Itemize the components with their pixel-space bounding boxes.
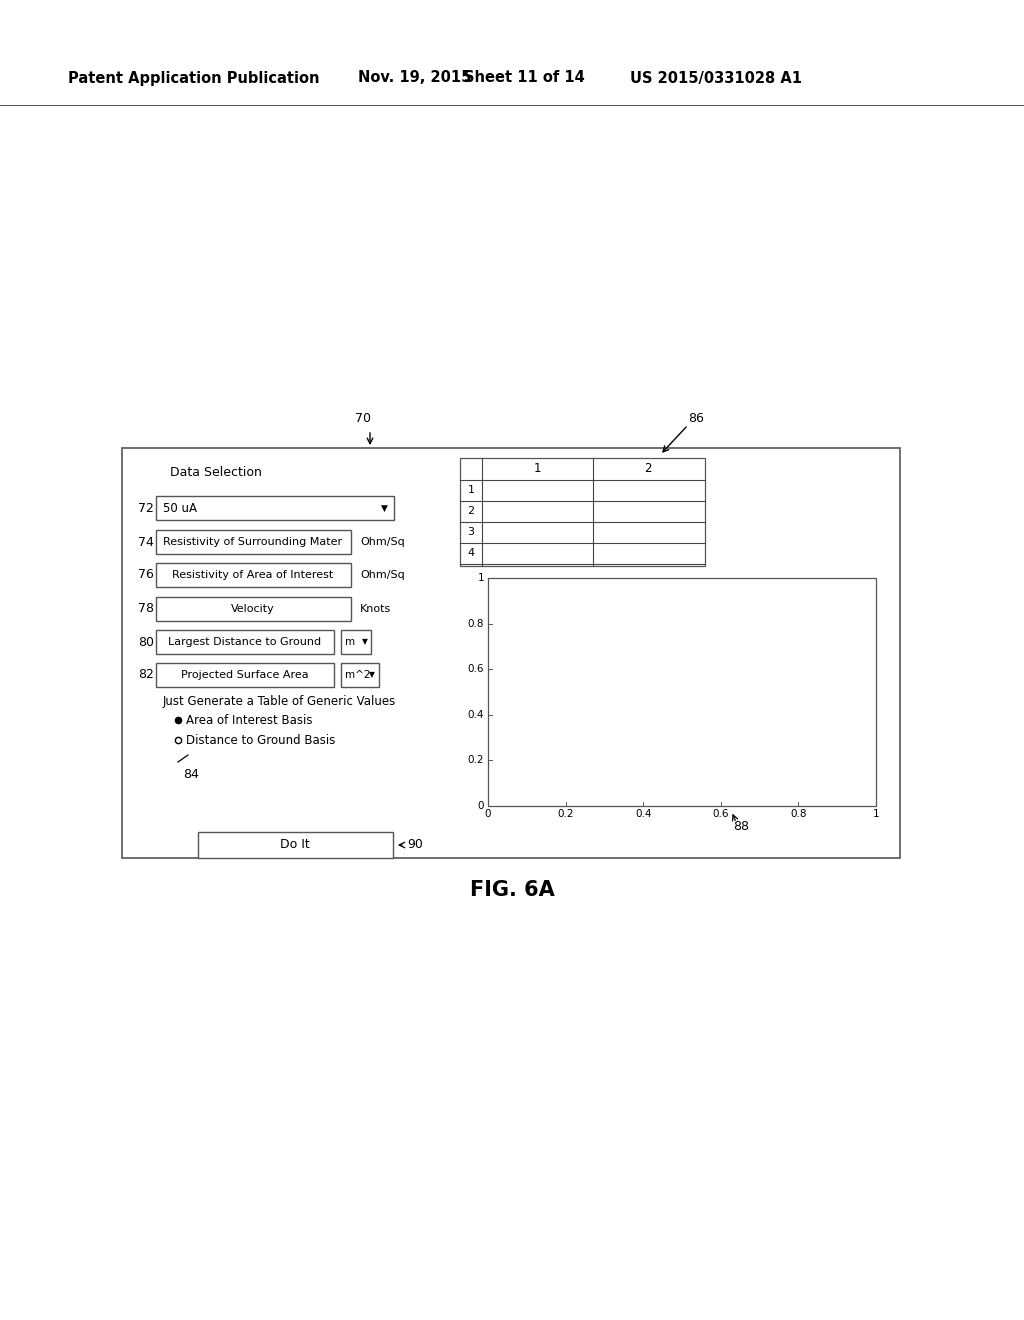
Text: 86: 86 <box>688 412 703 425</box>
Text: Largest Distance to Ground: Largest Distance to Ground <box>168 638 322 647</box>
Text: 80: 80 <box>138 635 154 648</box>
Text: Data Selection: Data Selection <box>170 466 262 479</box>
Text: 3: 3 <box>468 527 474 537</box>
Bar <box>156 496 394 520</box>
Text: 0: 0 <box>484 809 492 818</box>
Text: 84: 84 <box>183 768 199 781</box>
Text: ▼: ▼ <box>369 671 375 680</box>
Text: 70: 70 <box>355 412 371 425</box>
Text: Knots: Knots <box>360 605 391 614</box>
Text: 0.4: 0.4 <box>635 809 651 818</box>
Text: 90: 90 <box>407 838 423 851</box>
Text: Resistivity of Surrounding Mater: Resistivity of Surrounding Mater <box>164 537 343 546</box>
Bar <box>156 531 351 554</box>
Text: 0.6: 0.6 <box>713 809 729 818</box>
Text: 4: 4 <box>467 548 474 558</box>
Text: 0.4: 0.4 <box>468 710 484 719</box>
Text: 1: 1 <box>534 462 541 475</box>
Text: Ohm/Sq: Ohm/Sq <box>360 537 404 546</box>
Text: 82: 82 <box>138 668 154 681</box>
Text: 0: 0 <box>477 801 484 810</box>
Text: Just Generate a Table of Generic Values: Just Generate a Table of Generic Values <box>163 696 396 709</box>
Bar <box>122 447 900 858</box>
Text: 0.2: 0.2 <box>468 755 484 766</box>
Text: Resistivity of Area of Interest: Resistivity of Area of Interest <box>172 570 334 579</box>
Text: 1: 1 <box>468 484 474 495</box>
Text: 2: 2 <box>467 506 474 516</box>
Text: 0.6: 0.6 <box>468 664 484 675</box>
Text: Patent Application Publication: Patent Application Publication <box>68 70 319 86</box>
Text: 2: 2 <box>644 462 651 475</box>
Text: Do It: Do It <box>281 838 310 851</box>
Text: m: m <box>345 638 355 647</box>
Text: US 2015/0331028 A1: US 2015/0331028 A1 <box>630 70 802 86</box>
Text: 0.8: 0.8 <box>791 809 807 818</box>
Text: 76: 76 <box>138 569 154 582</box>
Text: Velocity: Velocity <box>231 605 274 614</box>
Bar <box>341 630 371 653</box>
Bar <box>156 564 351 587</box>
Text: Sheet 11 of 14: Sheet 11 of 14 <box>464 70 585 86</box>
Text: 0.2: 0.2 <box>557 809 573 818</box>
Text: 72: 72 <box>138 502 154 515</box>
Text: ▼: ▼ <box>381 503 387 512</box>
Bar <box>341 663 379 686</box>
Bar <box>156 663 334 686</box>
Bar <box>488 578 876 807</box>
Bar <box>198 832 393 858</box>
Text: 88: 88 <box>733 820 750 833</box>
Text: Area of Interest Basis: Area of Interest Basis <box>186 714 312 726</box>
Bar <box>156 630 334 653</box>
Text: 74: 74 <box>138 536 154 549</box>
Text: 50 uA: 50 uA <box>163 502 197 515</box>
Bar <box>156 597 351 620</box>
Bar <box>460 458 705 566</box>
Text: 1: 1 <box>872 809 880 818</box>
Text: 0.8: 0.8 <box>468 619 484 628</box>
Text: FIG. 6A: FIG. 6A <box>470 880 554 900</box>
Text: 1: 1 <box>477 573 484 583</box>
Text: Distance to Ground Basis: Distance to Ground Basis <box>186 734 336 747</box>
Text: Ohm/Sq: Ohm/Sq <box>360 570 404 579</box>
Text: 78: 78 <box>138 602 154 615</box>
Text: ▼: ▼ <box>362 638 368 647</box>
Text: Projected Surface Area: Projected Surface Area <box>181 671 309 680</box>
Text: Nov. 19, 2015: Nov. 19, 2015 <box>358 70 471 86</box>
Text: m^2: m^2 <box>345 671 371 680</box>
